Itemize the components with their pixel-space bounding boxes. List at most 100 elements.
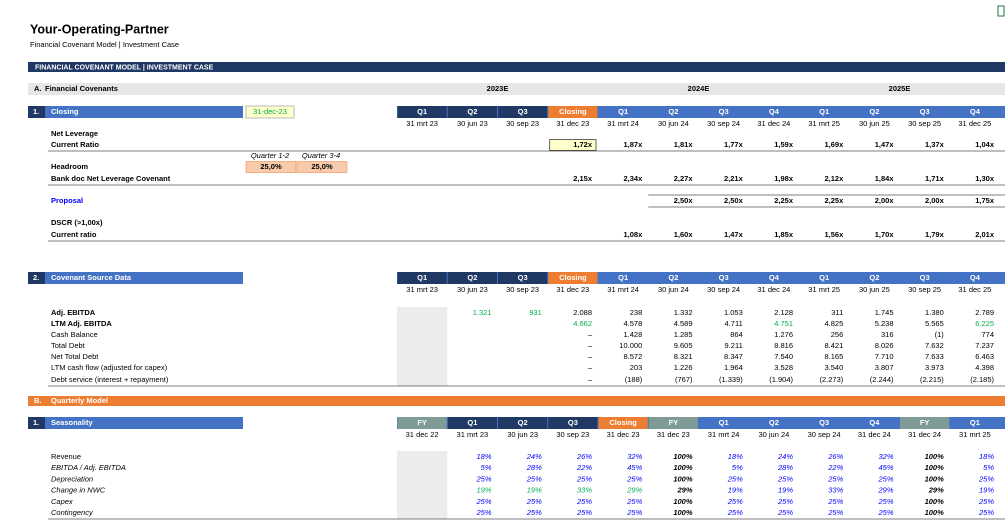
cell-value: 1,72x [573, 140, 593, 149]
cell-value: 28% [526, 463, 542, 472]
column-header-cell [849, 417, 899, 429]
column-header: Closing [559, 273, 587, 282]
cell-value: 22% [576, 463, 592, 472]
cell-value: 25% [727, 474, 743, 483]
column-header: Q3 [719, 107, 729, 116]
section-b-number: B. [34, 396, 42, 405]
cell-value: 19% [778, 486, 793, 495]
column-header-cell [950, 417, 1000, 429]
column-date: 30 sep 23 [506, 285, 539, 294]
section-a-title: Financial Covenants [45, 84, 118, 93]
column-date: 31 dec 24 [757, 285, 790, 294]
column-date: 30 sep 25 [908, 285, 941, 294]
cell-value: 25% [727, 497, 743, 506]
cell-value: 4.825 [824, 319, 843, 328]
cell-value: 2,50x [724, 196, 744, 205]
cell-value: 311 [831, 308, 843, 317]
cell-value: 1,47x [724, 230, 744, 239]
column-header-cell [397, 417, 447, 429]
cell-value: 19% [979, 486, 994, 495]
column-header-cell [447, 272, 497, 284]
section-title: Closing [51, 107, 79, 116]
cell-value: 1,60x [674, 230, 694, 239]
cell-value: 100% [925, 452, 945, 461]
cell-value: 1,59x [774, 140, 794, 149]
column-header-cell [447, 106, 497, 118]
column-header: FY [920, 418, 930, 427]
cell-value: 2,21x [724, 174, 744, 183]
section-number: 1. [33, 107, 39, 116]
column-header: Q2 [668, 273, 678, 282]
column-header-cell [548, 272, 598, 284]
cell-value: 1,71x [925, 174, 945, 183]
column-header: Q1 [719, 418, 729, 427]
date-input-cell [245, 105, 295, 119]
column-header: FY [417, 418, 427, 427]
cell-value: 1.745 [875, 308, 894, 317]
cell-value: 25% [475, 508, 491, 517]
column-date: 31 dec 24 [908, 430, 941, 439]
cell-value: 33% [577, 486, 592, 495]
column-header: Q2 [467, 107, 477, 116]
column-header-cell [900, 106, 950, 118]
column-header: Q2 [668, 107, 678, 116]
column-header: Q2 [869, 107, 879, 116]
column-date: 31 dec 24 [757, 119, 790, 128]
section-number-box [28, 272, 45, 284]
column-header: Q4 [769, 273, 780, 282]
column-date: 31 dec 25 [958, 285, 991, 294]
cell-value: 8.816 [774, 341, 793, 350]
cell-value: 25% [877, 474, 893, 483]
cell-value: 19% [527, 486, 542, 495]
cell-value: 8.572 [623, 352, 642, 361]
column-header-cell [598, 417, 648, 429]
row-label: Revenue [51, 452, 81, 461]
cell-value: 45% [627, 463, 642, 472]
column-date: 30 sep 23 [506, 119, 539, 128]
cell-value: 203 [630, 363, 643, 372]
row-label: LTM Adj. EBITDA [51, 319, 112, 328]
cell-value: 25% [827, 497, 843, 506]
cell-value: (2.273) [819, 375, 843, 384]
column-header-cell [950, 272, 1000, 284]
column-date: 31 mrt 25 [808, 285, 840, 294]
row-label: Adj. EBITDA [51, 308, 96, 317]
column-date: 31 dec 23 [607, 430, 640, 439]
section-title-bar [45, 272, 243, 284]
cell-value: 29% [877, 486, 893, 495]
cell-value: 100% [673, 508, 693, 517]
cell-value: 864 [730, 330, 743, 339]
cell-value: 100% [673, 497, 693, 506]
column-header: Q4 [769, 107, 780, 116]
cell-value: 8.321 [674, 352, 693, 361]
cell-value: 1.226 [674, 363, 693, 372]
column-header-cell [548, 106, 598, 118]
row-label: Bank doc Net Leverage Covenant [51, 174, 171, 183]
banner: FINANCIAL COVENANT MODEL | INVESTMENT CA… [35, 64, 214, 71]
cell-value: 256 [831, 330, 844, 339]
cell-value: 3.807 [875, 363, 894, 372]
cell-value: 1.053 [724, 308, 743, 317]
column-header-cell [598, 272, 648, 284]
row-label: Proposal [51, 196, 83, 205]
cell-value: 2.789 [975, 308, 994, 317]
column-header: Q2 [467, 273, 477, 282]
cell-value: 1.285 [674, 330, 693, 339]
column-header: Q3 [568, 418, 578, 427]
banner-bar [28, 62, 1005, 72]
cell-value: 26% [827, 452, 843, 461]
cell-value: 100% [925, 463, 945, 472]
cell-value: 1,30x [975, 174, 995, 183]
cell-value: 24% [526, 452, 542, 461]
row-label: Change in NWC [51, 486, 106, 495]
cell-value: 29% [676, 486, 692, 495]
cell-value: 2.088 [573, 308, 592, 317]
cell-value: 2,01x [975, 230, 995, 239]
cell-value: 5% [983, 463, 994, 472]
cell-value: 2,15x [573, 174, 593, 183]
column-header-cell [548, 417, 598, 429]
cell-value: 8.026 [875, 341, 894, 350]
row-label: EBITDA / Adj. EBITDA [51, 463, 126, 472]
cell-value: 25% [626, 497, 642, 506]
